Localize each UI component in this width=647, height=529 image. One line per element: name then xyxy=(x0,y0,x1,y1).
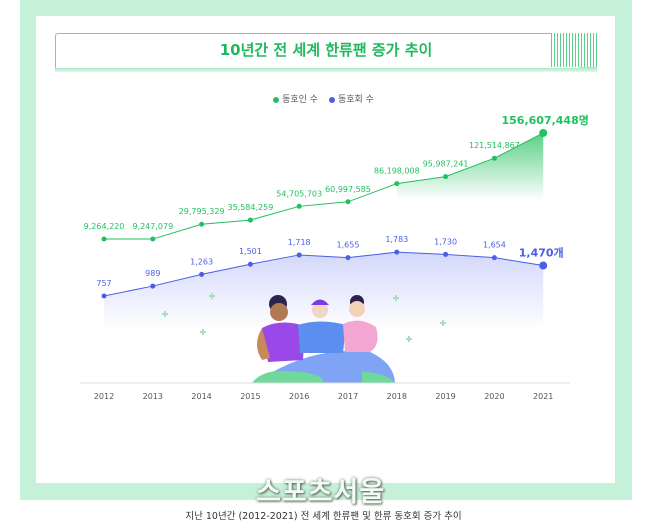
data-point xyxy=(394,249,400,255)
x-tick-label: 2019 xyxy=(435,392,455,401)
chart-panel xyxy=(36,16,615,483)
series-line xyxy=(103,132,544,240)
area-fill xyxy=(396,132,544,200)
data-label: 1,783 xyxy=(385,235,408,244)
x-tick-label: 2012 xyxy=(94,392,114,401)
data-label: 86,198,008 xyxy=(374,167,420,176)
data-point xyxy=(296,203,302,209)
data-point xyxy=(539,261,548,270)
data-point xyxy=(394,181,400,187)
data-label: 54,705,703 xyxy=(276,189,322,198)
title-underline xyxy=(55,67,597,72)
data-label: 1,263 xyxy=(190,257,213,266)
data-point xyxy=(491,155,497,161)
data-label: 9,264,220 xyxy=(84,222,125,231)
data-label: 9,247,079 xyxy=(132,222,173,231)
data-label: 60,997,585 xyxy=(325,185,371,194)
legend-label: 동호회 수 xyxy=(337,95,374,105)
data-point xyxy=(247,217,253,223)
data-label: 1,501 xyxy=(239,247,262,256)
data-point xyxy=(247,261,253,267)
data-label: 35,584,259 xyxy=(227,203,273,212)
x-tick-label: 2015 xyxy=(240,392,260,401)
series-line xyxy=(103,251,544,297)
data-point xyxy=(443,174,449,180)
x-tick-label: 2014 xyxy=(191,392,211,401)
data-label: 989 xyxy=(145,269,160,278)
data-point xyxy=(101,236,107,242)
caption: 지난 10년간 (2012-2021) 전 세계 한류팬 및 한류 동호회 증가… xyxy=(185,511,462,522)
x-tick-label: 2020 xyxy=(484,392,504,401)
data-point xyxy=(150,236,156,242)
data-label: 121,514,867 xyxy=(469,141,520,150)
data-point xyxy=(150,283,156,289)
data-point xyxy=(539,128,548,137)
title-stripes xyxy=(551,33,597,67)
data-point xyxy=(345,199,351,205)
legend-dot xyxy=(328,96,335,103)
x-tick-label: 2021 xyxy=(533,392,553,401)
data-label: 29,795,329 xyxy=(179,207,225,216)
data-point xyxy=(491,255,497,261)
area-fill xyxy=(104,252,544,330)
data-label: 1,730 xyxy=(434,237,457,246)
chart-title: 10년간 전 세계 한류팬 증가 추이 xyxy=(219,41,433,59)
data-label: 95,987,241 xyxy=(423,160,469,169)
legend-item-members: 동호인 수 xyxy=(273,95,318,105)
x-tick-label: 2017 xyxy=(338,392,358,401)
legend-item-clubs: 동호회 수 xyxy=(328,95,374,105)
x-tick-label: 2013 xyxy=(143,392,163,401)
x-tick-label: 2018 xyxy=(387,392,407,401)
data-label: 156,607,448명 xyxy=(502,113,589,127)
watermark-logo: 스포츠서울 xyxy=(256,477,386,508)
data-point xyxy=(101,293,107,299)
fans-illustration xyxy=(162,293,446,383)
legend-label: 동호인 수 xyxy=(282,95,319,105)
data-label: 1,470개 xyxy=(519,246,564,260)
data-point xyxy=(199,271,205,277)
legend: 동호인 수 동호회 수 xyxy=(0,92,647,105)
data-label: 1,655 xyxy=(337,241,360,250)
legend-dot xyxy=(273,96,280,103)
x-tick-label: 2016 xyxy=(289,392,309,401)
data-label: 1,718 xyxy=(288,238,311,247)
data-point xyxy=(443,251,449,257)
data-point xyxy=(199,221,205,227)
data-point xyxy=(345,255,351,261)
data-label: 1,654 xyxy=(483,241,506,250)
title-box xyxy=(55,33,579,68)
sparkle-icons xyxy=(162,293,446,342)
data-label: 757 xyxy=(96,279,111,288)
data-point xyxy=(296,252,302,258)
